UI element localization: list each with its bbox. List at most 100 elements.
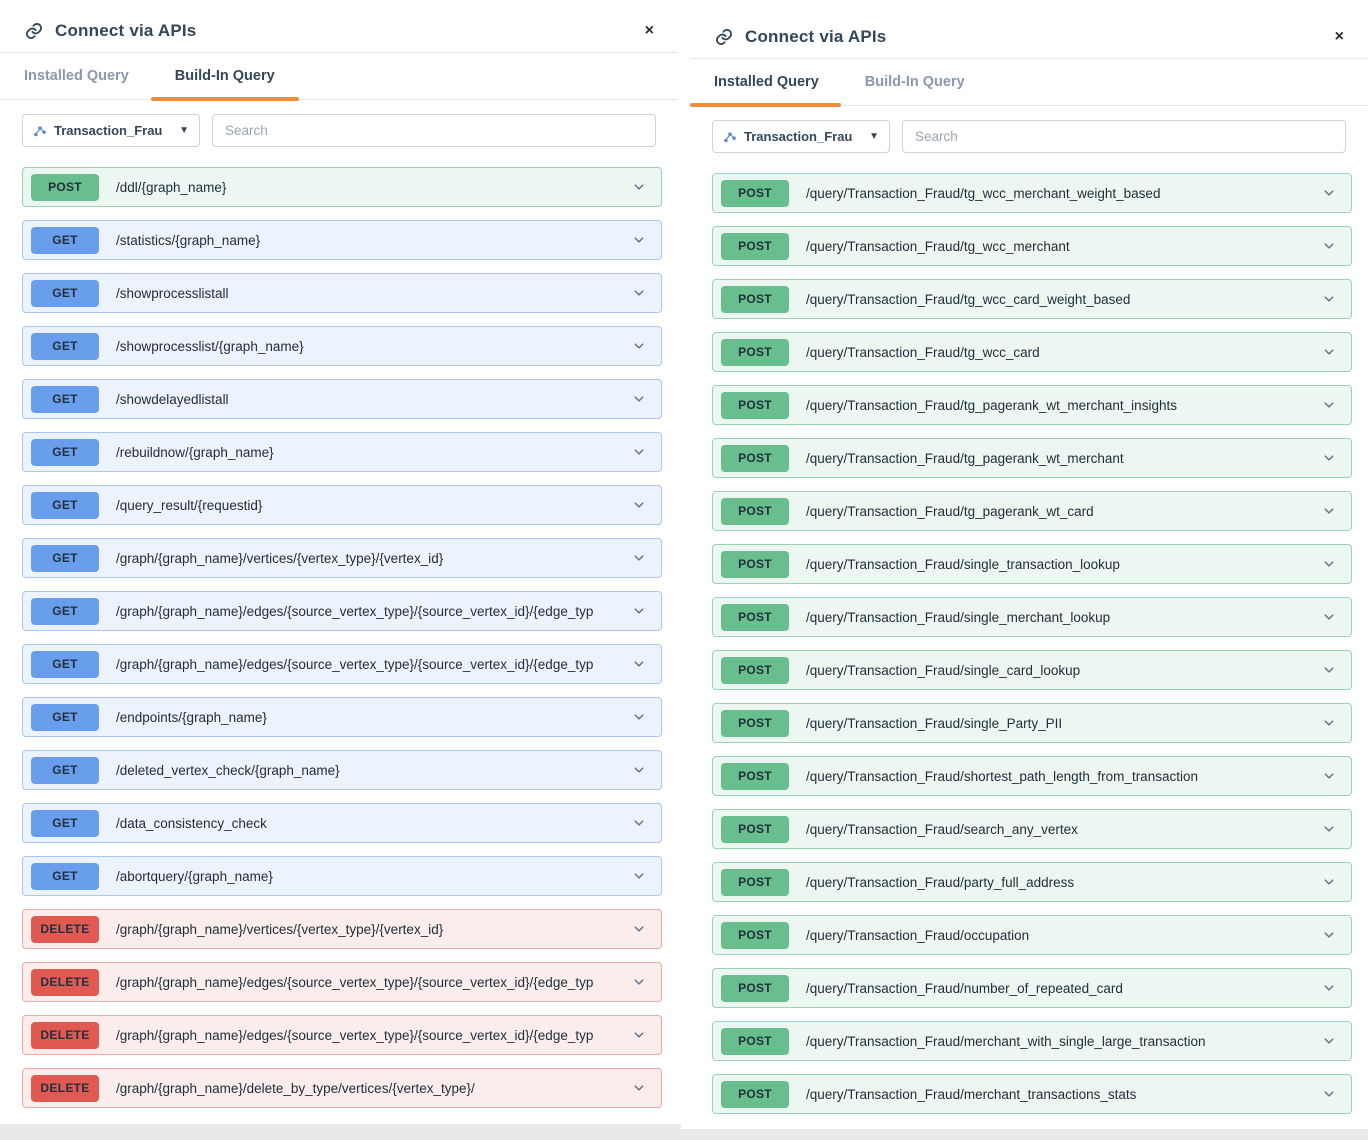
chevron-down-icon[interactable]	[633, 711, 645, 723]
toolbar: Transaction_Frau ▼	[690, 106, 1368, 153]
api-endpoint-list: POST/ddl/{graph_name} GET/statistics/{gra…	[0, 147, 678, 1108]
chevron-down-icon[interactable]	[633, 287, 645, 299]
chevron-down-icon[interactable]	[1323, 717, 1335, 729]
chevron-down-icon[interactable]	[1323, 770, 1335, 782]
api-endpoint-row[interactable]: POST/query/Transaction_Fraud/merchant_wi…	[712, 1021, 1352, 1061]
chevron-down-icon[interactable]	[633, 923, 645, 935]
api-endpoint-row[interactable]: POST/query/Transaction_Fraud/shortest_pa…	[712, 756, 1352, 796]
dialog-header: Connect via APIs ×	[0, 0, 678, 52]
method-badge: DELETE	[31, 915, 99, 943]
endpoint-path: /ddl/{graph_name}	[116, 179, 227, 195]
api-endpoint-row[interactable]: POST/query/Transaction_Fraud/tg_wcc_merc…	[712, 173, 1352, 213]
chevron-down-icon[interactable]	[1323, 982, 1335, 994]
chevron-down-icon[interactable]	[1323, 876, 1335, 888]
endpoint-path: /query/Transaction_Fraud/merchant_with_s…	[806, 1033, 1206, 1049]
chevron-down-icon[interactable]	[633, 658, 645, 670]
api-endpoint-row[interactable]: GET/graph/{graph_name}/vertices/{vertex_…	[22, 538, 662, 578]
chevron-down-icon[interactable]	[1323, 1088, 1335, 1100]
api-endpoint-row[interactable]: POST/query/Transaction_Fraud/single_tran…	[712, 544, 1352, 584]
api-endpoint-row[interactable]: POST/query/Transaction_Fraud/number_of_r…	[712, 968, 1352, 1008]
chevron-down-icon[interactable]	[1323, 240, 1335, 252]
chevron-down-icon[interactable]	[1323, 399, 1335, 411]
tab-installed-query[interactable]: Installed Query	[690, 59, 841, 107]
chevron-down-icon[interactable]	[1323, 187, 1335, 199]
chevron-down-icon[interactable]	[633, 764, 645, 776]
endpoint-path: /showprocesslistall	[116, 285, 229, 301]
tab-installed-query[interactable]: Installed Query	[24, 68, 129, 84]
search-input[interactable]	[212, 114, 656, 147]
api-endpoint-row[interactable]: POST/query/Transaction_Fraud/tg_pagerank…	[712, 491, 1352, 531]
chevron-down-icon[interactable]	[1323, 558, 1335, 570]
close-icon[interactable]: ×	[1334, 28, 1344, 45]
api-endpoint-row[interactable]: GET/endpoints/{graph_name}	[22, 697, 662, 737]
chevron-down-icon[interactable]	[633, 393, 645, 405]
graph-select-value: Transaction_Frau	[744, 129, 853, 144]
chevron-down-icon[interactable]	[633, 552, 645, 564]
api-endpoint-row[interactable]: DELETE/graph/{graph_name}/delete_by_type…	[22, 1068, 662, 1108]
endpoint-path: /graph/{graph_name}/delete_by_type/verti…	[116, 1080, 475, 1096]
api-endpoint-row[interactable]: POST/query/Transaction_Fraud/tg_pagerank…	[712, 385, 1352, 425]
chevron-down-icon[interactable]	[633, 234, 645, 246]
graph-select-dropdown[interactable]: Transaction_Frau ▼	[22, 114, 200, 147]
graph-select-dropdown[interactable]: Transaction_Frau ▼	[712, 120, 890, 153]
api-endpoint-row[interactable]: GET/rebuildnow/{graph_name}	[22, 432, 662, 472]
chevron-down-icon[interactable]	[1323, 823, 1335, 835]
api-endpoint-row[interactable]: POST/query/Transaction_Fraud/occupation	[712, 915, 1352, 955]
tab-build-in-query[interactable]: Build-In Query	[150, 53, 299, 101]
chevron-down-icon[interactable]	[1323, 664, 1335, 676]
api-endpoint-row[interactable]: GET/graph/{graph_name}/edges/{source_ver…	[22, 644, 662, 684]
search-input[interactable]	[902, 120, 1346, 153]
api-endpoint-row[interactable]: POST/query/Transaction_Fraud/merchant_tr…	[712, 1074, 1352, 1114]
chevron-down-icon[interactable]	[633, 499, 645, 511]
method-badge: POST	[721, 974, 789, 1002]
chevron-down-icon[interactable]	[633, 181, 645, 193]
api-endpoint-row[interactable]: POST/query/Transaction_Fraud/tg_pagerank…	[712, 438, 1352, 478]
endpoint-path: /graph/{graph_name}/edges/{source_vertex…	[116, 974, 594, 990]
chevron-down-icon[interactable]	[1323, 929, 1335, 941]
header-divider	[0, 52, 678, 53]
dialog-header: Connect via APIs ×	[690, 6, 1368, 58]
api-endpoint-row[interactable]: DELETE/graph/{graph_name}/edges/{source_…	[22, 962, 662, 1002]
method-badge: GET	[31, 756, 99, 784]
chevron-down-icon[interactable]	[633, 870, 645, 882]
endpoint-path: /endpoints/{graph_name}	[116, 709, 267, 725]
chevron-down-icon[interactable]	[633, 1029, 645, 1041]
chevron-down-icon[interactable]	[633, 817, 645, 829]
api-endpoint-row[interactable]: POST/query/Transaction_Fraud/tg_wcc_merc…	[712, 226, 1352, 266]
endpoint-path: /graph/{graph_name}/edges/{source_vertex…	[116, 1027, 594, 1043]
api-endpoint-row[interactable]: POST/query/Transaction_Fraud/single_card…	[712, 650, 1352, 690]
method-badge: GET	[31, 385, 99, 413]
chevron-down-icon[interactable]	[1323, 346, 1335, 358]
api-endpoint-row[interactable]: POST/query/Transaction_Fraud/single_merc…	[712, 597, 1352, 637]
chevron-down-icon[interactable]	[633, 1082, 645, 1094]
api-endpoint-row[interactable]: GET/showprocesslist/{graph_name}	[22, 326, 662, 366]
api-endpoint-row[interactable]: GET/statistics/{graph_name}	[22, 220, 662, 260]
chevron-down-icon[interactable]	[1323, 1035, 1335, 1047]
api-endpoint-row[interactable]: POST/query/Transaction_Fraud/search_any_…	[712, 809, 1352, 849]
api-endpoint-row[interactable]: POST/query/Transaction_Fraud/tg_wcc_card	[712, 332, 1352, 372]
api-endpoint-row[interactable]: GET/showprocesslistall	[22, 273, 662, 313]
api-endpoint-row[interactable]: GET/abortquery/{graph_name}	[22, 856, 662, 896]
api-endpoint-row[interactable]: POST/query/Transaction_Fraud/single_Part…	[712, 703, 1352, 743]
api-endpoint-row[interactable]: POST/query/Transaction_Fraud/party_full_…	[712, 862, 1352, 902]
chevron-down-icon[interactable]	[633, 605, 645, 617]
chevron-down-icon[interactable]	[1323, 505, 1335, 517]
api-endpoint-row[interactable]: GET/graph/{graph_name}/edges/{source_ver…	[22, 591, 662, 631]
api-endpoint-row[interactable]: POST/ddl/{graph_name}	[22, 167, 662, 207]
api-endpoint-row[interactable]: GET/query_result/{requestid}	[22, 485, 662, 525]
api-endpoint-row[interactable]: DELETE/graph/{graph_name}/vertices/{vert…	[22, 909, 662, 949]
close-icon[interactable]: ×	[644, 22, 654, 39]
api-endpoint-row[interactable]: DELETE/graph/{graph_name}/edges/{source_…	[22, 1015, 662, 1055]
chevron-down-icon[interactable]	[1323, 452, 1335, 464]
chevron-down-icon[interactable]	[633, 976, 645, 988]
chevron-down-icon[interactable]	[633, 340, 645, 352]
chevron-down-icon[interactable]	[633, 446, 645, 458]
api-endpoint-row[interactable]: GET/deleted_vertex_check/{graph_name}	[22, 750, 662, 790]
tab-build-in-query[interactable]: Build-In Query	[864, 74, 965, 90]
chevron-down-icon[interactable]	[1323, 611, 1335, 623]
api-endpoint-row[interactable]: POST/query/Transaction_Fraud/tg_wcc_card…	[712, 279, 1352, 319]
api-endpoint-row[interactable]: GET/showdelayedlistall	[22, 379, 662, 419]
api-endpoint-row[interactable]: GET/data_consistency_check	[22, 803, 662, 843]
chevron-down-icon[interactable]	[1323, 293, 1335, 305]
graph-select-value: Transaction_Frau	[54, 123, 163, 138]
